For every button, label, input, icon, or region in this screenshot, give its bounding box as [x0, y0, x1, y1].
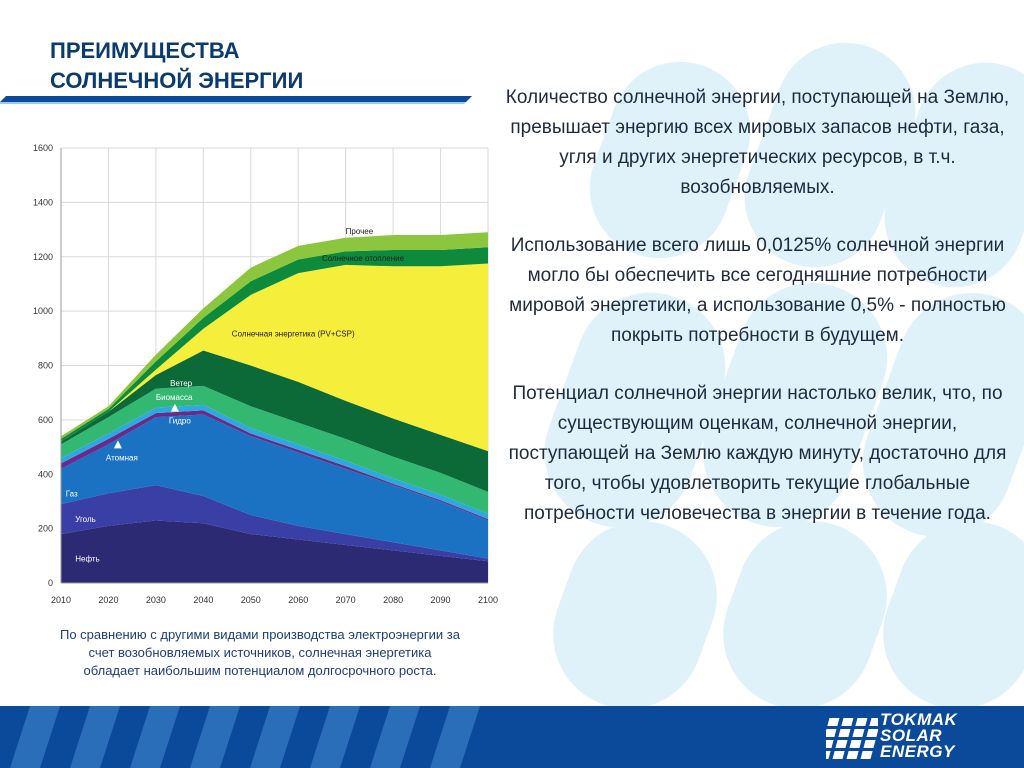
y-tick-label: 600	[38, 415, 53, 425]
energy-mix-chart: 0 200 400 600 800 1000 1200 1400 1600 2010 2020 203…	[33, 143, 498, 605]
company-logo: TOKMAK SOLAR ENERGY	[880, 710, 958, 761]
title-underline	[0, 96, 472, 104]
area-6	[61, 350, 488, 492]
chart-axes: 0 200 400 600 800 1000 1200 1400 1600 2010 2020 203…	[33, 143, 498, 605]
y-tick-label: 200	[38, 524, 53, 534]
y-tick-label: 1600	[33, 143, 53, 153]
title-line-1: ПРЕИМУЩЕСТВА	[50, 38, 240, 63]
x-tick-label: 2100	[478, 595, 498, 605]
logo-line-3: ENERGY	[880, 742, 955, 761]
area-7	[61, 263, 488, 452]
y-tick-label: 1400	[33, 197, 53, 207]
x-tick-label: 2020	[98, 595, 118, 605]
nuclear-marker	[113, 440, 122, 449]
x-tick-label: 2040	[193, 595, 213, 605]
area-0	[61, 520, 488, 583]
x-tick-label: 2060	[288, 595, 308, 605]
area-1	[61, 485, 488, 562]
series-label: Уголь	[75, 515, 96, 524]
x-tick-label: 2080	[383, 595, 403, 605]
chart-areas	[61, 232, 488, 583]
area-2	[61, 414, 488, 559]
series-label: Солнечная энергетика (PV+CSP)	[232, 330, 355, 339]
y-tick-label: 0	[48, 578, 53, 588]
paragraph-solar-potential: Потенциал солнечной энергии настолько ве…	[508, 383, 1007, 524]
logo-line-1: TOKMAK	[880, 710, 958, 729]
paragraph-solar-usage: Использование всего лишь 0,0125% солнечн…	[509, 235, 1006, 346]
logo-icon	[826, 718, 878, 759]
x-tick-label: 2010	[51, 595, 71, 605]
logo-line-2: SOLAR	[880, 726, 942, 745]
hydro-marker	[170, 403, 179, 412]
title-line-2: СОЛНЕЧНОЙ ЭНЕРГИИ	[50, 68, 304, 93]
series-label: Газ	[66, 490, 78, 499]
paragraph-solar-amount: Количество солнечной энергии, поступающе…	[505, 87, 1010, 198]
y-tick-label: 400	[38, 469, 53, 479]
series-label: Биомасса	[156, 393, 193, 402]
y-tick-label: 1000	[33, 306, 53, 316]
page-title: ПРЕИМУЩЕСТВА СОЛНЕЧНОЙ ЭНЕРГИИ	[50, 36, 303, 96]
y-tick-label: 1200	[33, 252, 53, 262]
y-tick-label: 800	[38, 361, 53, 371]
series-label: Атомная	[106, 453, 138, 462]
chart-labels: Нефть Уголь Газ Биомасса Ветер Солнечная энер…	[66, 227, 405, 564]
series-label: Солнечное отопление	[322, 254, 405, 263]
series-label: Ветер	[170, 379, 193, 388]
series-label: Прочее	[346, 227, 374, 236]
x-tick-label: 2090	[431, 595, 451, 605]
x-tick-label: 2050	[241, 595, 261, 605]
series-label: Гидро	[169, 417, 191, 426]
x-tick-label: 2070	[336, 595, 356, 605]
info-text: Количество солнечной энергии, поступающе…	[505, 83, 1010, 557]
x-tick-label: 2030	[146, 595, 166, 605]
chart-caption: По сравнению с другими видами производст…	[60, 627, 460, 678]
series-label: Нефть	[75, 555, 99, 564]
